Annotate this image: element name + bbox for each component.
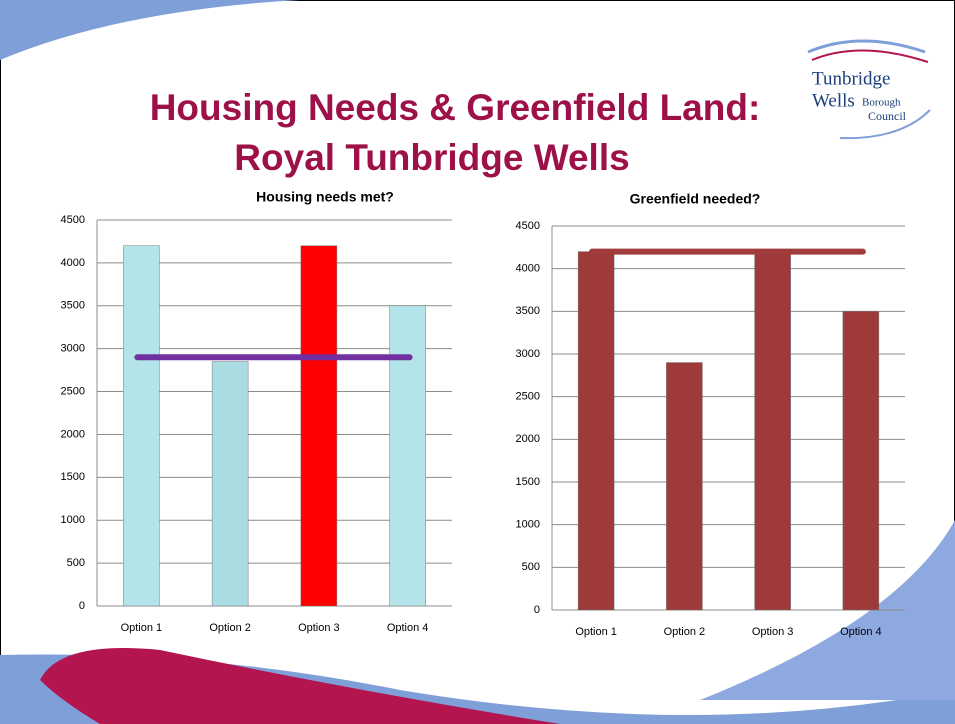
x-tick-label: Option 2 bbox=[209, 622, 251, 634]
y-tick-label: 4500 bbox=[61, 214, 85, 226]
logo-text: Council bbox=[868, 109, 907, 123]
y-tick-label: 2500 bbox=[516, 391, 540, 403]
bar bbox=[754, 251, 791, 611]
x-tick-label: Option 1 bbox=[575, 626, 617, 638]
x-tick-label: Option 2 bbox=[664, 626, 706, 638]
x-tick-label: Option 3 bbox=[298, 622, 340, 634]
bar bbox=[577, 251, 615, 611]
y-tick-label: 4000 bbox=[61, 257, 85, 269]
bar bbox=[389, 305, 426, 607]
chart-title: Housing needs met? bbox=[256, 189, 394, 205]
x-tick-label: Option 1 bbox=[121, 622, 163, 634]
y-tick-label: 2500 bbox=[61, 385, 85, 397]
bar bbox=[123, 245, 160, 607]
y-tick-label: 0 bbox=[79, 600, 85, 612]
x-tick-label: Option 4 bbox=[387, 622, 429, 634]
swoosh-top bbox=[0, 0, 300, 60]
y-tick-label: 3500 bbox=[61, 300, 85, 312]
swoosh-bottom-red bbox=[40, 648, 560, 724]
y-tick-label: 1500 bbox=[516, 476, 540, 488]
y-tick-label: 1000 bbox=[516, 519, 540, 531]
y-tick-label: 500 bbox=[67, 557, 85, 569]
bar bbox=[300, 245, 338, 607]
y-tick-label: 3500 bbox=[516, 305, 540, 317]
slide-title: Royal Tunbridge Wells bbox=[234, 137, 629, 178]
y-tick-label: 2000 bbox=[516, 433, 540, 445]
logo-arc bbox=[839, 109, 931, 140]
bar bbox=[842, 311, 880, 611]
logo-text: Wells bbox=[812, 90, 855, 111]
y-tick-label: 1500 bbox=[61, 471, 85, 483]
y-tick-label: 4000 bbox=[516, 263, 540, 275]
y-tick-label: 2000 bbox=[61, 428, 85, 440]
y-tick-label: 500 bbox=[522, 561, 540, 573]
swoosh-right bbox=[700, 520, 955, 700]
bar bbox=[666, 362, 703, 611]
y-tick-label: 3000 bbox=[516, 348, 540, 360]
y-tick-label: 4500 bbox=[516, 220, 540, 232]
logo-arc bbox=[811, 49, 929, 63]
bar bbox=[211, 361, 249, 607]
x-tick-label: Option 3 bbox=[752, 626, 794, 638]
y-tick-label: 0 bbox=[534, 604, 540, 616]
y-tick-label: 3000 bbox=[61, 343, 85, 355]
slide-title: Housing Needs & Greenfield Land: bbox=[150, 87, 761, 128]
logo-text: Borough bbox=[862, 97, 901, 109]
x-tick-label: Option 4 bbox=[840, 626, 882, 638]
chart-title: Greenfield needed? bbox=[630, 191, 761, 207]
y-tick-label: 1000 bbox=[61, 514, 85, 526]
logo-arc bbox=[807, 39, 926, 54]
logo-text: Tunbridge bbox=[812, 68, 890, 89]
